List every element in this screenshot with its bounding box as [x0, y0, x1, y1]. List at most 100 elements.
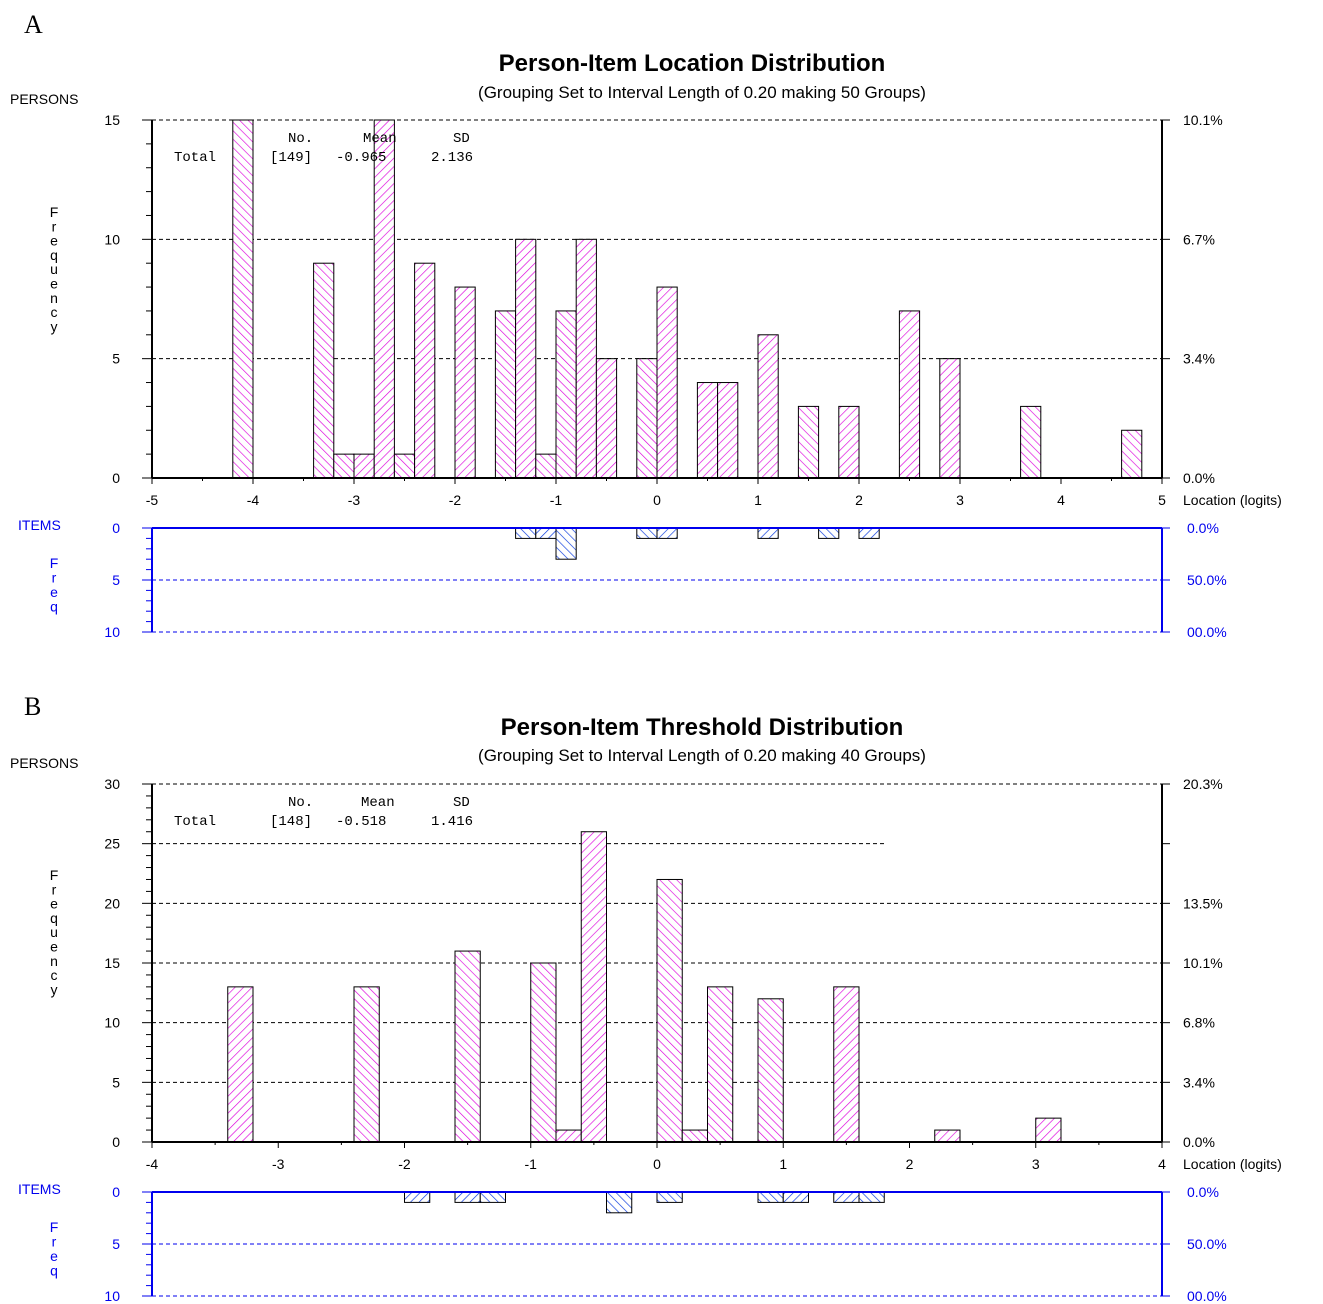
- y-label-letter: n: [50, 290, 58, 306]
- x-tick-label: 5: [1158, 492, 1166, 508]
- chart-subtitle: (Grouping Set to Interval Length of 0.20…: [478, 746, 926, 765]
- item-bars: [515, 527, 880, 560]
- stats-mean: -0.518: [336, 814, 386, 830]
- stats-header-no: No.: [288, 795, 313, 811]
- items-grid: [152, 579, 1162, 633]
- right-tick-labels: 0.0% 3.4% 6.7% 10.1%: [1183, 112, 1223, 486]
- stats-header-sd: SD: [453, 131, 470, 147]
- item-bar: [757, 1191, 784, 1203]
- x-tick-labels: -4 -3 -2 -1 0 1 2 3 4: [146, 1156, 1166, 1172]
- items-y-label-letter: r: [52, 1234, 57, 1250]
- x-tick-label: 1: [779, 1156, 787, 1172]
- y-label-letter: q: [50, 910, 58, 926]
- item-bar: [757, 527, 779, 539]
- person-bar: [757, 998, 784, 1143]
- person-bar: [227, 986, 254, 1143]
- y-label-letter: y: [51, 981, 58, 997]
- y-tick-label: 10: [104, 1015, 120, 1031]
- stats-mean: -0.965: [336, 150, 386, 166]
- stats-box: No. Mean SD Total [148] -0.518 1.416: [174, 795, 473, 830]
- item-bar: [535, 527, 557, 539]
- items-y-label-letter: e: [50, 584, 58, 600]
- person-bar: [454, 950, 481, 1143]
- person-bar: [898, 310, 921, 479]
- items-right-tick-labels: 0.0% 50.0% 00.0%: [1187, 520, 1227, 640]
- axes: [142, 119, 1170, 484]
- person-bar: [333, 453, 355, 479]
- items-y-tick-label: 0: [112, 520, 120, 536]
- stats-box: No. Mean SD Total [149] -0.965 2.136: [174, 131, 473, 166]
- right-tick-label: 20.3%: [1183, 776, 1223, 792]
- person-bar: [353, 453, 375, 479]
- person-bar: [656, 878, 683, 1143]
- items-axes: [142, 527, 1170, 633]
- person-bar: [838, 405, 860, 479]
- right-tick-label: 0.0%: [1183, 1134, 1215, 1150]
- y-label-letter: u: [50, 924, 58, 940]
- item-bar: [833, 1191, 860, 1203]
- x-tick-label: -5: [146, 492, 159, 508]
- y-label-letter: y: [51, 318, 58, 334]
- items-y-label-letter: F: [50, 555, 59, 571]
- person-bar: [707, 986, 734, 1143]
- y-label-letter: r: [52, 218, 57, 234]
- person-bars: [227, 831, 1062, 1143]
- stats-header-sd: SD: [453, 795, 470, 811]
- person-bar: [515, 238, 537, 479]
- stats-header-mean: Mean: [363, 131, 397, 147]
- person-bar: [575, 238, 597, 479]
- y-label-letter: u: [50, 261, 58, 277]
- items-right-tick-label: 0.0%: [1187, 520, 1219, 536]
- items-y-tick-labels: 0 5 10: [104, 1184, 120, 1304]
- items-y-tick-label: 5: [112, 1236, 120, 1252]
- right-tick-label: 6.8%: [1183, 1015, 1215, 1031]
- stats-sd: 2.136: [431, 150, 473, 166]
- y-tick-labels: 0 5 10 15 20 25 30: [104, 776, 120, 1150]
- y-tick-label: 5: [112, 351, 120, 367]
- item-bar: [555, 527, 577, 560]
- y-tick-label: 0: [112, 470, 120, 486]
- y-label-letter: F: [50, 204, 59, 220]
- panel-b: B Person-Item Threshold Distribution (Gr…: [10, 692, 1282, 1304]
- x-tick-label: -1: [550, 492, 563, 508]
- right-tick-label: 10.1%: [1183, 955, 1223, 971]
- x-tick-label: -3: [272, 1156, 285, 1172]
- items-y-label-letter: F: [50, 1219, 59, 1235]
- x-axis-label: Location (logits): [1183, 492, 1282, 508]
- person-bar: [535, 453, 557, 479]
- person-bar: [681, 1129, 708, 1143]
- chart-title: Person-Item Threshold Distribution: [501, 714, 904, 741]
- x-tick-label: 3: [956, 492, 964, 508]
- person-bar: [797, 405, 820, 479]
- panel-a: A Person-Item Location Distribution (Gro…: [10, 10, 1282, 640]
- item-bars: [404, 1191, 885, 1214]
- x-tick-label: 0: [653, 1156, 661, 1172]
- x-tick-label: -4: [146, 1156, 159, 1172]
- person-bar: [696, 382, 719, 479]
- item-bar: [858, 527, 880, 539]
- y-tick-label: 15: [104, 112, 120, 128]
- person-bar: [595, 358, 618, 479]
- person-bar: [454, 286, 476, 479]
- y-label-letter: c: [51, 967, 58, 983]
- person-bar: [833, 986, 860, 1143]
- panel-letter: B: [24, 692, 41, 721]
- person-bar: [494, 310, 517, 479]
- stats-n: [148]: [270, 814, 312, 830]
- item-bar: [606, 1191, 633, 1214]
- person-bar: [353, 986, 380, 1143]
- x-tick-label: 1: [754, 492, 762, 508]
- stats-n: [149]: [270, 150, 312, 166]
- items-y-label-letter: q: [50, 1263, 58, 1279]
- items-axes: [142, 1191, 1170, 1297]
- items-axis-label: ITEMS: [18, 517, 61, 533]
- item-bar: [479, 1191, 506, 1203]
- person-bar: [414, 262, 436, 479]
- item-bar: [656, 1191, 683, 1203]
- right-tick-labels: 0.0% 3.4% 6.8% 10.1% 13.5% 20.3%: [1183, 776, 1223, 1150]
- person-bar: [939, 358, 961, 479]
- y-tick-label: 25: [104, 836, 120, 852]
- y-label-letter: e: [50, 939, 58, 955]
